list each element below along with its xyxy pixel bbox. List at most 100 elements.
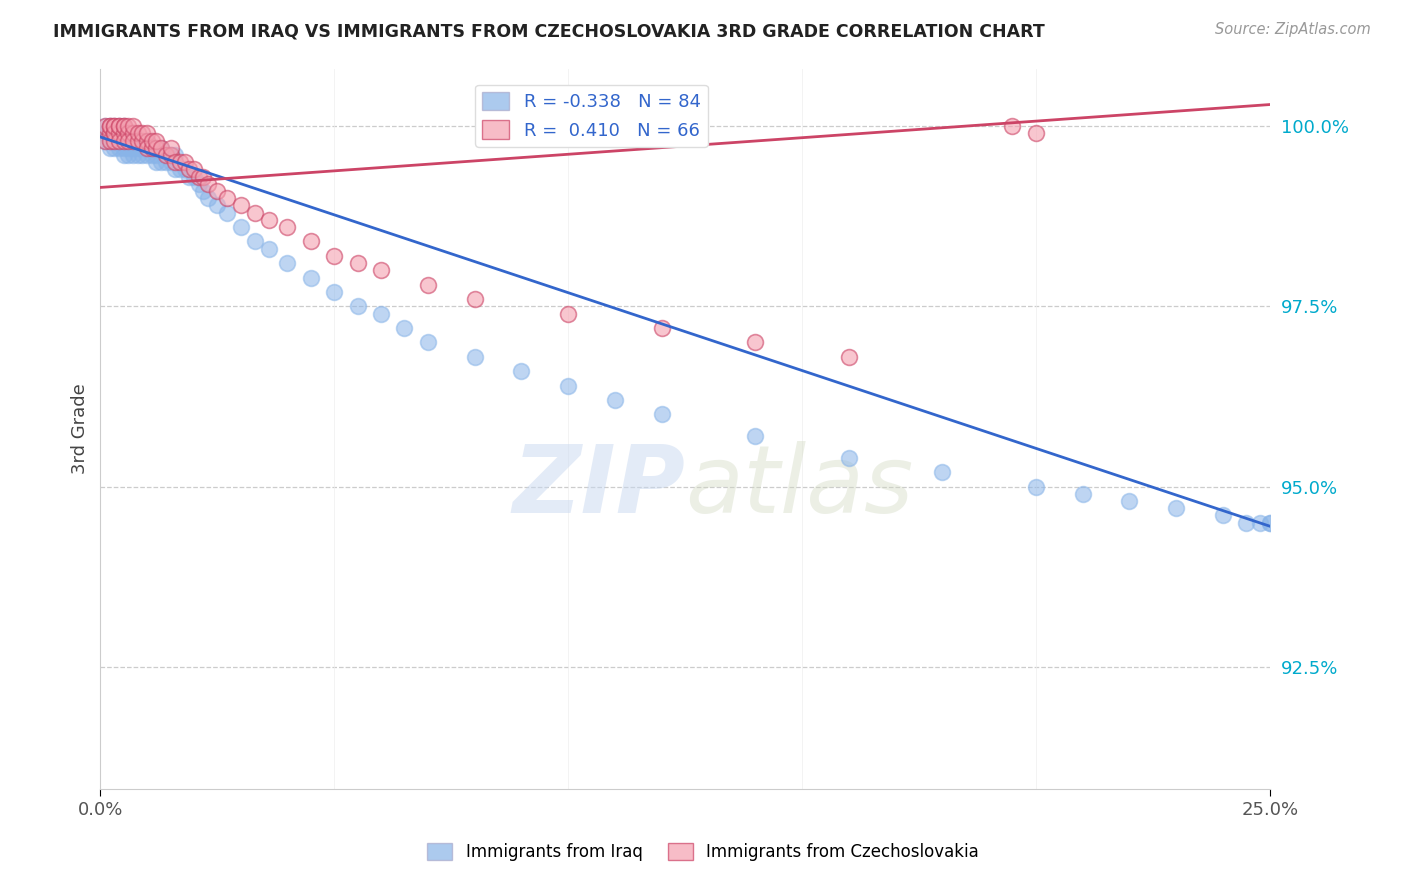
Point — [94, 134, 117, 148]
Point — [131, 127, 153, 141]
Point — [557, 378, 579, 392]
Point — [179, 162, 201, 177]
Point — [145, 148, 167, 162]
Point — [744, 429, 766, 443]
Point — [122, 127, 145, 141]
Point — [229, 220, 252, 235]
Point — [136, 127, 159, 141]
Point — [98, 134, 121, 148]
Point — [346, 256, 368, 270]
Point — [145, 134, 167, 148]
Point — [159, 155, 181, 169]
Point — [108, 134, 131, 148]
Point — [159, 148, 181, 162]
Point — [931, 465, 953, 479]
Point — [1001, 119, 1024, 133]
Point — [98, 134, 121, 148]
Point — [207, 184, 229, 198]
Text: ZIP: ZIP — [512, 441, 685, 533]
Point — [141, 134, 163, 148]
Point — [145, 155, 167, 169]
Point — [257, 212, 280, 227]
Point — [122, 119, 145, 133]
Point — [183, 162, 205, 177]
Point — [131, 148, 153, 162]
Point — [165, 148, 187, 162]
Point — [187, 177, 209, 191]
Point — [103, 134, 125, 148]
Point — [179, 169, 201, 184]
Point — [173, 162, 195, 177]
Point — [159, 148, 181, 162]
Point — [117, 127, 139, 141]
Point — [370, 307, 392, 321]
Point — [112, 141, 135, 155]
Point — [150, 141, 173, 155]
Point — [94, 134, 117, 148]
Point — [103, 119, 125, 133]
Point — [136, 134, 159, 148]
Point — [103, 119, 125, 133]
Legend: R = -0.338   N = 84, R =  0.410   N = 66: R = -0.338 N = 84, R = 0.410 N = 66 — [475, 85, 709, 147]
Point — [122, 148, 145, 162]
Point — [603, 392, 626, 407]
Point — [103, 127, 125, 141]
Point — [98, 119, 121, 133]
Point — [276, 220, 298, 235]
Point — [416, 277, 439, 292]
Point — [557, 307, 579, 321]
Point — [464, 292, 486, 306]
Point — [651, 408, 673, 422]
Point — [169, 162, 191, 177]
Point — [103, 119, 125, 133]
Point — [98, 127, 121, 141]
Point — [103, 134, 125, 148]
Point — [98, 119, 121, 133]
Point — [323, 285, 346, 299]
Point — [1258, 516, 1281, 530]
Point — [117, 134, 139, 148]
Point — [108, 119, 131, 133]
Point — [122, 134, 145, 148]
Point — [159, 141, 181, 155]
Point — [108, 119, 131, 133]
Text: IMMIGRANTS FROM IRAQ VS IMMIGRANTS FROM CZECHOSLOVAKIA 3RD GRADE CORRELATION CHA: IMMIGRANTS FROM IRAQ VS IMMIGRANTS FROM … — [53, 22, 1045, 40]
Point — [112, 127, 135, 141]
Point — [197, 177, 219, 191]
Point — [215, 191, 238, 205]
Point — [103, 127, 125, 141]
Y-axis label: 3rd Grade: 3rd Grade — [72, 384, 89, 475]
Point — [510, 364, 533, 378]
Point — [1249, 516, 1271, 530]
Point — [117, 119, 139, 133]
Point — [136, 148, 159, 162]
Point — [122, 127, 145, 141]
Point — [394, 321, 416, 335]
Point — [112, 134, 135, 148]
Point — [651, 321, 673, 335]
Point — [744, 335, 766, 350]
Point — [276, 256, 298, 270]
Point — [299, 235, 322, 249]
Point — [173, 155, 195, 169]
Point — [150, 155, 173, 169]
Point — [370, 263, 392, 277]
Point — [155, 148, 177, 162]
Point — [127, 148, 149, 162]
Point — [108, 127, 131, 141]
Point — [215, 205, 238, 219]
Point — [131, 141, 153, 155]
Point — [112, 119, 135, 133]
Point — [299, 270, 322, 285]
Point — [131, 134, 153, 148]
Point — [117, 127, 139, 141]
Point — [145, 141, 167, 155]
Legend: Immigrants from Iraq, Immigrants from Czechoslovakia: Immigrants from Iraq, Immigrants from Cz… — [420, 836, 986, 868]
Point — [416, 335, 439, 350]
Point — [1025, 479, 1047, 493]
Point — [1118, 494, 1140, 508]
Text: atlas: atlas — [685, 441, 914, 532]
Point — [155, 155, 177, 169]
Point — [141, 148, 163, 162]
Point — [187, 169, 209, 184]
